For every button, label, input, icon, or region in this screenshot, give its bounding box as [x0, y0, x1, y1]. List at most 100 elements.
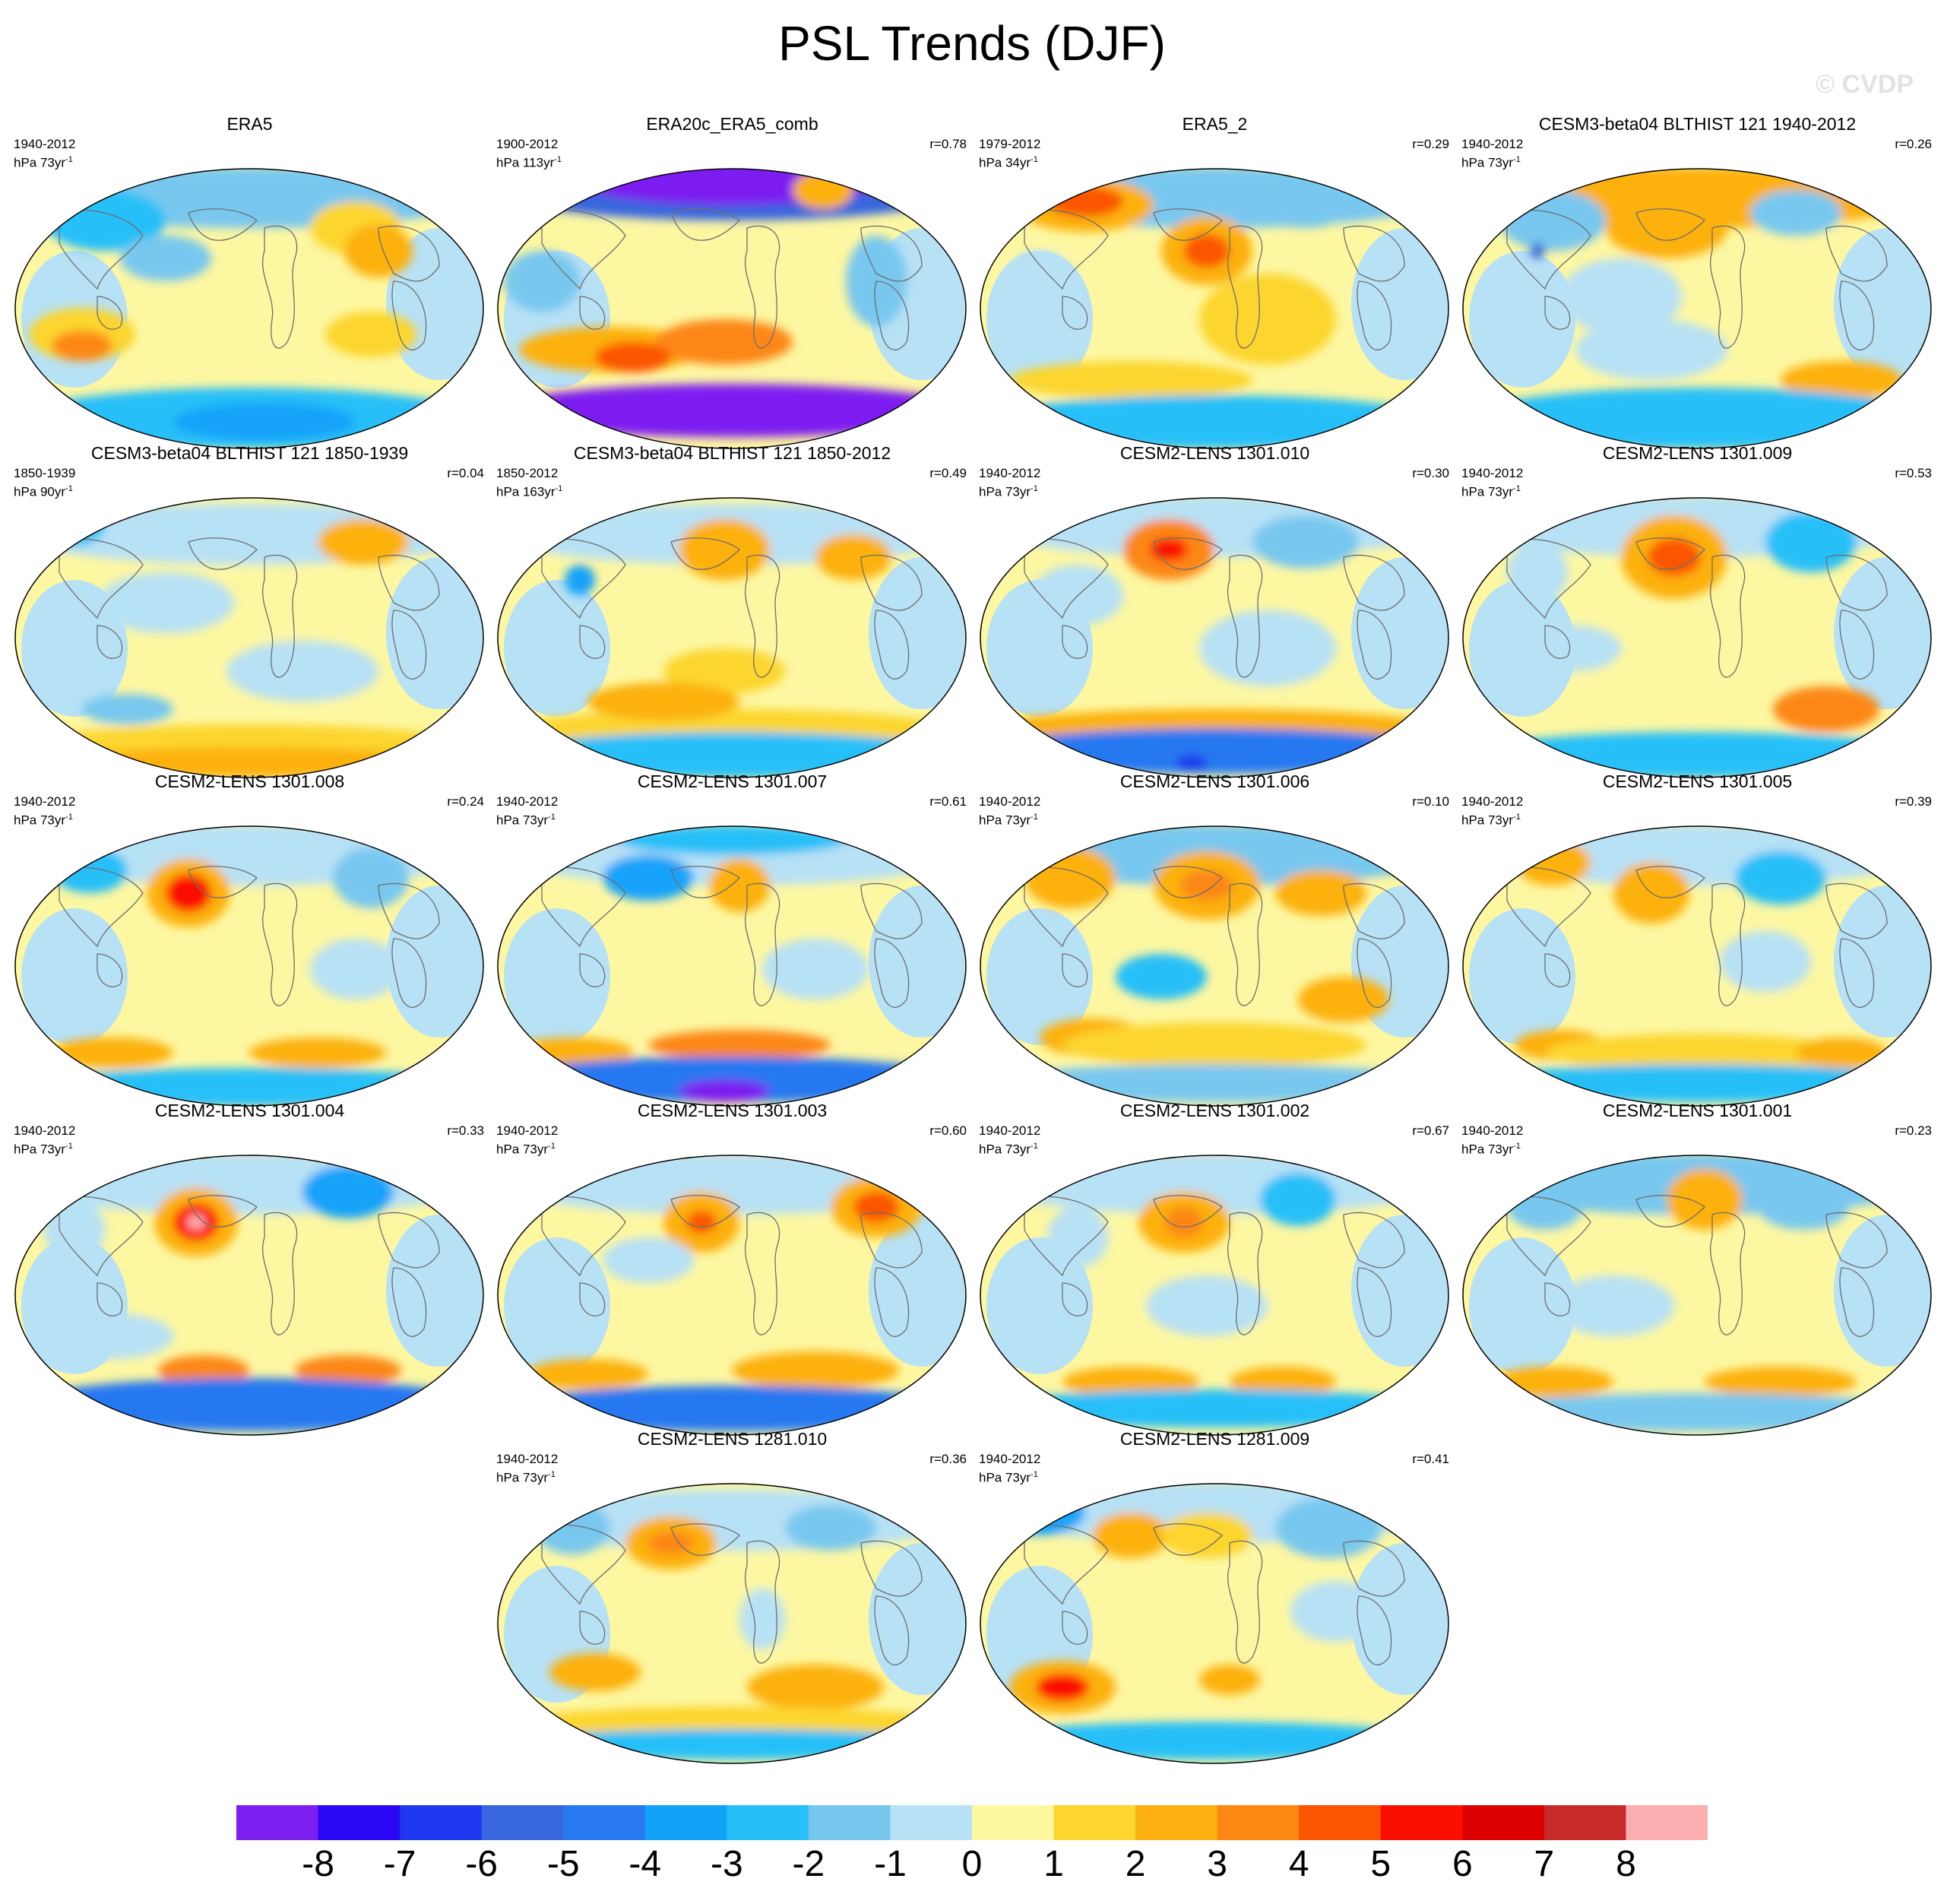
contour-region: [1648, 538, 1701, 576]
colorbar-box: [1053, 1805, 1136, 1840]
panel-units: hPa 73yr-1: [1461, 152, 1521, 171]
coastline: [1062, 1611, 1088, 1645]
colorbar-tick-label: -5: [546, 1844, 580, 1884]
field-band: [869, 557, 966, 709]
contour-region: [1230, 1367, 1336, 1397]
panel-units-text: hPa 73yr: [496, 813, 549, 828]
panel-units-text: hPa 163yr: [496, 484, 556, 499]
field-band: [1351, 228, 1449, 380]
contour-region: [1146, 1275, 1268, 1336]
contour-region: [656, 319, 793, 365]
panel-units-exponent: -1: [1031, 813, 1038, 822]
coastline: [541, 1524, 626, 1605]
map-field: [14, 1155, 484, 1436]
contour-region: [1199, 610, 1336, 686]
coastline: [1343, 1540, 1405, 1597]
panel-period: 1850-1939: [14, 466, 76, 480]
coastline: [744, 554, 780, 678]
colorbar-box: [644, 1805, 727, 1840]
contour-region: [120, 236, 211, 281]
coastline: [744, 882, 780, 1006]
coastline: [1839, 938, 1875, 1009]
panel-units: hPa 73yr-1: [14, 809, 73, 828]
contour-region: [986, 1389, 1442, 1427]
map-border: [1462, 497, 1932, 778]
coastline: [860, 1212, 923, 1269]
panel-units-exponent: -1: [554, 155, 562, 164]
coastline: [670, 866, 740, 898]
contour-region: [527, 1359, 648, 1389]
panel-title: CESM2-LENS 1301.009: [1602, 443, 1793, 463]
panel-units: hPa 73yr-1: [496, 1467, 556, 1486]
panel-units-text: hPa 73yr: [979, 813, 1031, 828]
map-field: [497, 168, 967, 449]
panel-units-exponent: -1: [1031, 1142, 1038, 1151]
coastline: [1062, 1282, 1088, 1316]
colorbar-tick-label: 7: [1534, 1844, 1555, 1884]
coastline: [1227, 1212, 1263, 1335]
panel-units-text: hPa 73yr: [979, 484, 1031, 499]
field-band: [1834, 1215, 1931, 1367]
contour-region: [732, 1351, 899, 1389]
colorbar-tick-label: -2: [792, 1844, 825, 1884]
map-border: [980, 825, 1449, 1107]
coastline: [1825, 1212, 1888, 1269]
coastline: [1153, 1523, 1223, 1556]
panel-period: 1940-2012: [979, 466, 1041, 480]
coastline: [1839, 610, 1875, 680]
map-border: [1462, 168, 1932, 449]
coastline: [1153, 866, 1223, 898]
contour-region: [1275, 870, 1366, 916]
map-field: [497, 825, 967, 1107]
coastline: [579, 1611, 606, 1645]
field-band: [504, 1237, 610, 1374]
contour-region: [986, 395, 1442, 448]
map-field: [980, 1155, 1449, 1436]
contour-region: [82, 694, 173, 724]
colorbar-tick-label: 1: [1043, 1844, 1064, 1884]
coastline: [670, 537, 740, 570]
contour-region: [595, 342, 671, 372]
panel-correlation: r=0.36: [929, 1452, 967, 1466]
contour-region: [504, 1729, 960, 1760]
contour-region: [648, 1030, 831, 1060]
coastline: [1544, 296, 1571, 330]
colorbar-box: [1626, 1805, 1708, 1840]
coastline: [670, 1523, 740, 1556]
coastline: [1343, 554, 1405, 611]
field-band: [1351, 557, 1449, 709]
coastline: [378, 225, 440, 282]
coastline: [1709, 225, 1746, 349]
contour-region: [1515, 840, 1591, 885]
contour-region: [1758, 1184, 1849, 1230]
map-panel: CESM2-LENS 1281.009 1940-2012 hPa 73yr-1 r=…: [977, 1429, 1452, 1764]
panel-units: hPa 73yr-1: [979, 1467, 1038, 1486]
coastline: [874, 280, 910, 351]
panel-units: hPa 73yr-1: [1461, 481, 1521, 500]
map-field: [497, 1483, 967, 1764]
contour-region: [1180, 870, 1233, 901]
contour-region: [587, 683, 739, 721]
contour-region: [1545, 1034, 1849, 1072]
colorbar-tick-label: -3: [710, 1844, 743, 1884]
contour-region: [1165, 1207, 1203, 1237]
panel-title: CESM2-LENS 1301.006: [1119, 771, 1310, 791]
panel-units-exponent: -1: [548, 813, 556, 822]
coastline: [1153, 208, 1223, 241]
map-field: [980, 168, 1449, 449]
map-field: [1462, 168, 1932, 449]
colorbar-box: [1380, 1805, 1463, 1840]
contour-region: [1275, 1497, 1382, 1558]
panel-units: hPa 73yr-1: [1461, 1139, 1521, 1158]
coastline: [579, 1282, 606, 1316]
field-band: [386, 885, 483, 1038]
panel-correlation: r=0.10: [1412, 794, 1449, 809]
map-field: [14, 825, 484, 1107]
contour-region: [1184, 234, 1230, 268]
contour-region: [1750, 190, 1841, 236]
contour-region: [1150, 538, 1188, 561]
panel-units-text: hPa 73yr: [14, 813, 66, 828]
panel-period: 1940-2012: [14, 1123, 76, 1138]
field-band: [1834, 228, 1931, 380]
map-panel: ERA5_2 1979-2012 hPa 34yr-1 r=0.29: [977, 114, 1452, 449]
